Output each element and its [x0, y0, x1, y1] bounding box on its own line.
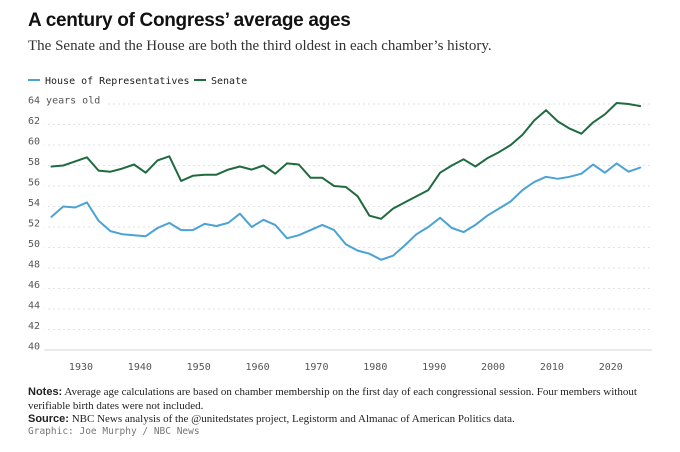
y-tick-label: 62: [28, 116, 40, 127]
x-axis-labels: 1930 1940 1950 1960 1970 1980 1990 2000 2010 2020: [69, 362, 623, 373]
y-tick-label-bg: [28, 116, 45, 127]
graphic-credit: Graphic: Joe Murphy / NBC News: [28, 426, 200, 437]
series-lines: [50, 102, 642, 261]
chart-title: A century of Congress’ average ages: [28, 10, 351, 31]
y-tick-label-bg: [28, 157, 45, 168]
x-tick-label: 1940: [128, 362, 152, 373]
y-axis-labels: 40 42 44 46 48 50 52 54 56 58 60 62 64 years old: [28, 96, 107, 353]
notes-text: Average age calculations are based on ch…: [28, 386, 637, 412]
x-tick-label: 1980: [363, 362, 387, 373]
notes-block: Notes: Average age calculations are base…: [28, 386, 658, 427]
notes-line: Notes: Average age calculations are base…: [28, 386, 658, 413]
notes-label: Notes:: [28, 386, 63, 398]
y-tick-label: 54: [28, 198, 40, 209]
y-tick-label-bg: [28, 96, 107, 106]
line-chart: House of Representatives Senate 40 42 44 46…: [28, 76, 652, 373]
house-series-line: [50, 162, 642, 261]
y-tick-label: 50: [28, 239, 40, 250]
legend-label-house: House of Representatives: [45, 76, 190, 87]
source-text: NBC News analysis of the @unitedstates p…: [71, 413, 515, 425]
source-line: Source: NBC News analysis of the @united…: [28, 413, 658, 427]
y-tick-label: 44: [28, 301, 40, 312]
y-tick-label-bg: [28, 219, 45, 229]
y-tick-label-bg: [28, 178, 45, 188]
y-tick-label-bg: [28, 198, 45, 209]
x-tick-label: 2000: [481, 362, 505, 373]
y-tick-label: 56: [28, 178, 40, 189]
x-tick-label: 1970: [304, 362, 328, 373]
y-tick-label: 60: [28, 137, 40, 148]
legend: House of Representatives Senate: [28, 76, 247, 87]
x-tick-label: 1960: [246, 362, 270, 373]
source-label: Source:: [28, 413, 69, 425]
y-tick-label-bg: [28, 239, 45, 250]
gridlines: [28, 103, 652, 351]
y-tick-label-bg: [28, 301, 45, 311]
y-tick-label: 58: [28, 157, 40, 168]
x-tick-label: 1990: [422, 362, 446, 373]
senate-series-line: [50, 102, 642, 220]
y-tick-label-bg: [28, 342, 45, 352]
legend-label-senate: Senate: [211, 76, 247, 87]
y-tick-label: 40: [28, 342, 40, 353]
y-tick-label-bg: [28, 280, 45, 291]
chart-subtitle: The Senate and the House are both the th…: [28, 38, 492, 54]
x-tick-label: 1930: [69, 362, 93, 373]
x-tick-label: 1950: [187, 362, 211, 373]
y-tick-label: 46: [28, 280, 40, 291]
y-tick-label: 48: [28, 260, 40, 271]
y-tick-label-bg: [28, 137, 45, 147]
y-tick-label-bg: [28, 260, 45, 270]
y-tick-label: 64 years old: [28, 96, 100, 107]
y-tick-label: 42: [28, 321, 40, 332]
y-tick-label-bg: [28, 321, 45, 332]
y-tick-label: 52: [28, 219, 40, 230]
x-tick-label: 2020: [599, 362, 623, 373]
x-tick-label: 2010: [540, 362, 564, 373]
